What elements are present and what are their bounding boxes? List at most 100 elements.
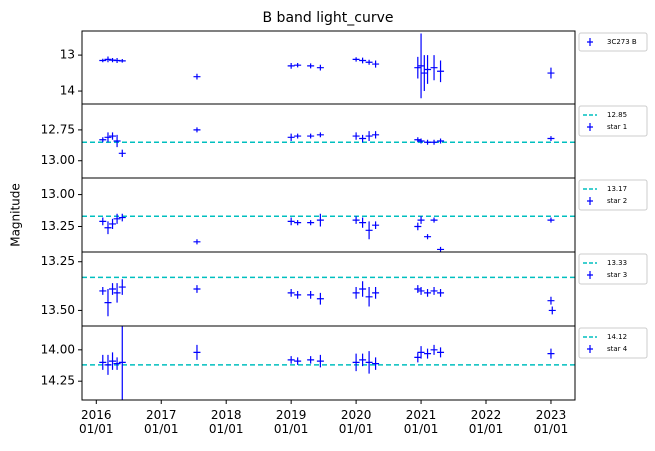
legend-label: 12.85 bbox=[607, 111, 627, 119]
error-point bbox=[372, 287, 380, 299]
error-point bbox=[437, 347, 445, 358]
error-point bbox=[424, 55, 432, 84]
error-point bbox=[287, 63, 295, 69]
error-point bbox=[316, 64, 324, 71]
error-point bbox=[372, 357, 380, 370]
y-tick-label: 12.75 bbox=[41, 122, 75, 136]
error-point bbox=[352, 132, 360, 140]
error-point bbox=[307, 133, 315, 139]
y-tick-label: 13.25 bbox=[41, 219, 75, 233]
panel-frame bbox=[81, 325, 576, 401]
error-point bbox=[414, 56, 422, 79]
error-point bbox=[99, 58, 107, 63]
error-point bbox=[547, 217, 555, 223]
error-point bbox=[118, 326, 126, 400]
error-point bbox=[437, 138, 445, 144]
error-point bbox=[372, 221, 380, 230]
error-point bbox=[294, 357, 302, 365]
error-point bbox=[430, 139, 438, 145]
error-point bbox=[193, 127, 201, 133]
x-tick-label: 2023 01/01 bbox=[534, 408, 569, 436]
panel-frame bbox=[81, 251, 576, 327]
error-point bbox=[424, 234, 432, 240]
legend-box bbox=[578, 179, 648, 211]
error-point bbox=[294, 133, 302, 139]
error-point bbox=[417, 138, 425, 144]
y-tick-label: 13.00 bbox=[41, 187, 75, 201]
y-tick-label: 13.25 bbox=[41, 254, 75, 268]
legend-swatch bbox=[587, 123, 593, 131]
error-point bbox=[547, 136, 555, 141]
error-point bbox=[109, 132, 117, 140]
legend-swatch bbox=[587, 197, 593, 205]
legend-label: star 2 bbox=[607, 197, 627, 205]
error-point bbox=[430, 344, 438, 355]
legend-swatch bbox=[587, 38, 593, 46]
panel-frame bbox=[81, 103, 576, 179]
error-point bbox=[193, 73, 201, 80]
error-point bbox=[352, 57, 360, 62]
error-point bbox=[430, 287, 438, 295]
error-point bbox=[365, 221, 373, 240]
error-point bbox=[287, 356, 295, 364]
legend-label: 3C273 B bbox=[607, 38, 637, 46]
x-tick-label: 2021 01/01 bbox=[404, 408, 439, 436]
error-point bbox=[307, 356, 315, 364]
error-point bbox=[365, 59, 373, 65]
legend-box bbox=[578, 253, 648, 285]
error-point bbox=[99, 354, 107, 370]
error-point bbox=[316, 354, 324, 368]
error-point bbox=[118, 149, 126, 158]
panel-frame bbox=[81, 177, 576, 253]
error-point bbox=[437, 60, 445, 83]
chart-title: B band light_curve bbox=[263, 10, 394, 26]
error-point bbox=[547, 296, 555, 305]
error-point bbox=[118, 213, 126, 222]
error-point bbox=[287, 289, 295, 297]
error-point bbox=[414, 352, 422, 363]
error-point bbox=[113, 283, 121, 303]
error-point bbox=[430, 55, 438, 81]
error-point bbox=[365, 351, 373, 374]
error-point bbox=[104, 289, 112, 317]
error-point bbox=[417, 287, 425, 295]
error-point bbox=[352, 353, 360, 372]
error-point bbox=[417, 216, 425, 224]
error-point bbox=[118, 59, 126, 63]
error-point bbox=[307, 63, 315, 69]
error-point bbox=[316, 292, 324, 305]
error-point bbox=[365, 287, 373, 307]
error-point bbox=[307, 220, 315, 226]
error-point bbox=[359, 57, 367, 64]
error-point bbox=[417, 346, 425, 359]
error-point bbox=[104, 354, 112, 375]
y-tick-label: 14.00 bbox=[41, 342, 75, 356]
y-tick-label: 14 bbox=[60, 84, 75, 98]
legend-box bbox=[578, 105, 648, 137]
error-point bbox=[99, 217, 107, 226]
error-point bbox=[352, 216, 360, 224]
legend-label: 13.33 bbox=[607, 259, 627, 267]
error-point bbox=[104, 221, 112, 235]
error-point bbox=[359, 217, 367, 228]
error-point bbox=[417, 33, 425, 99]
legend-box bbox=[578, 327, 648, 359]
error-point bbox=[420, 55, 428, 92]
legend-swatch bbox=[587, 271, 593, 279]
legend-label: 14.12 bbox=[607, 333, 627, 341]
error-point bbox=[99, 287, 107, 295]
error-point bbox=[294, 290, 302, 299]
error-point bbox=[359, 281, 367, 297]
error-point bbox=[547, 348, 555, 359]
legend-swatch bbox=[587, 345, 593, 353]
x-tick-label: 2016 01/01 bbox=[79, 408, 114, 436]
error-point bbox=[294, 220, 302, 226]
x-tick-label: 2018 01/01 bbox=[209, 408, 244, 436]
error-point bbox=[118, 279, 126, 295]
error-point bbox=[424, 289, 432, 297]
error-point bbox=[414, 285, 422, 293]
error-point bbox=[352, 287, 360, 299]
error-point bbox=[287, 217, 295, 226]
y-tick-label: 14.25 bbox=[41, 374, 75, 388]
